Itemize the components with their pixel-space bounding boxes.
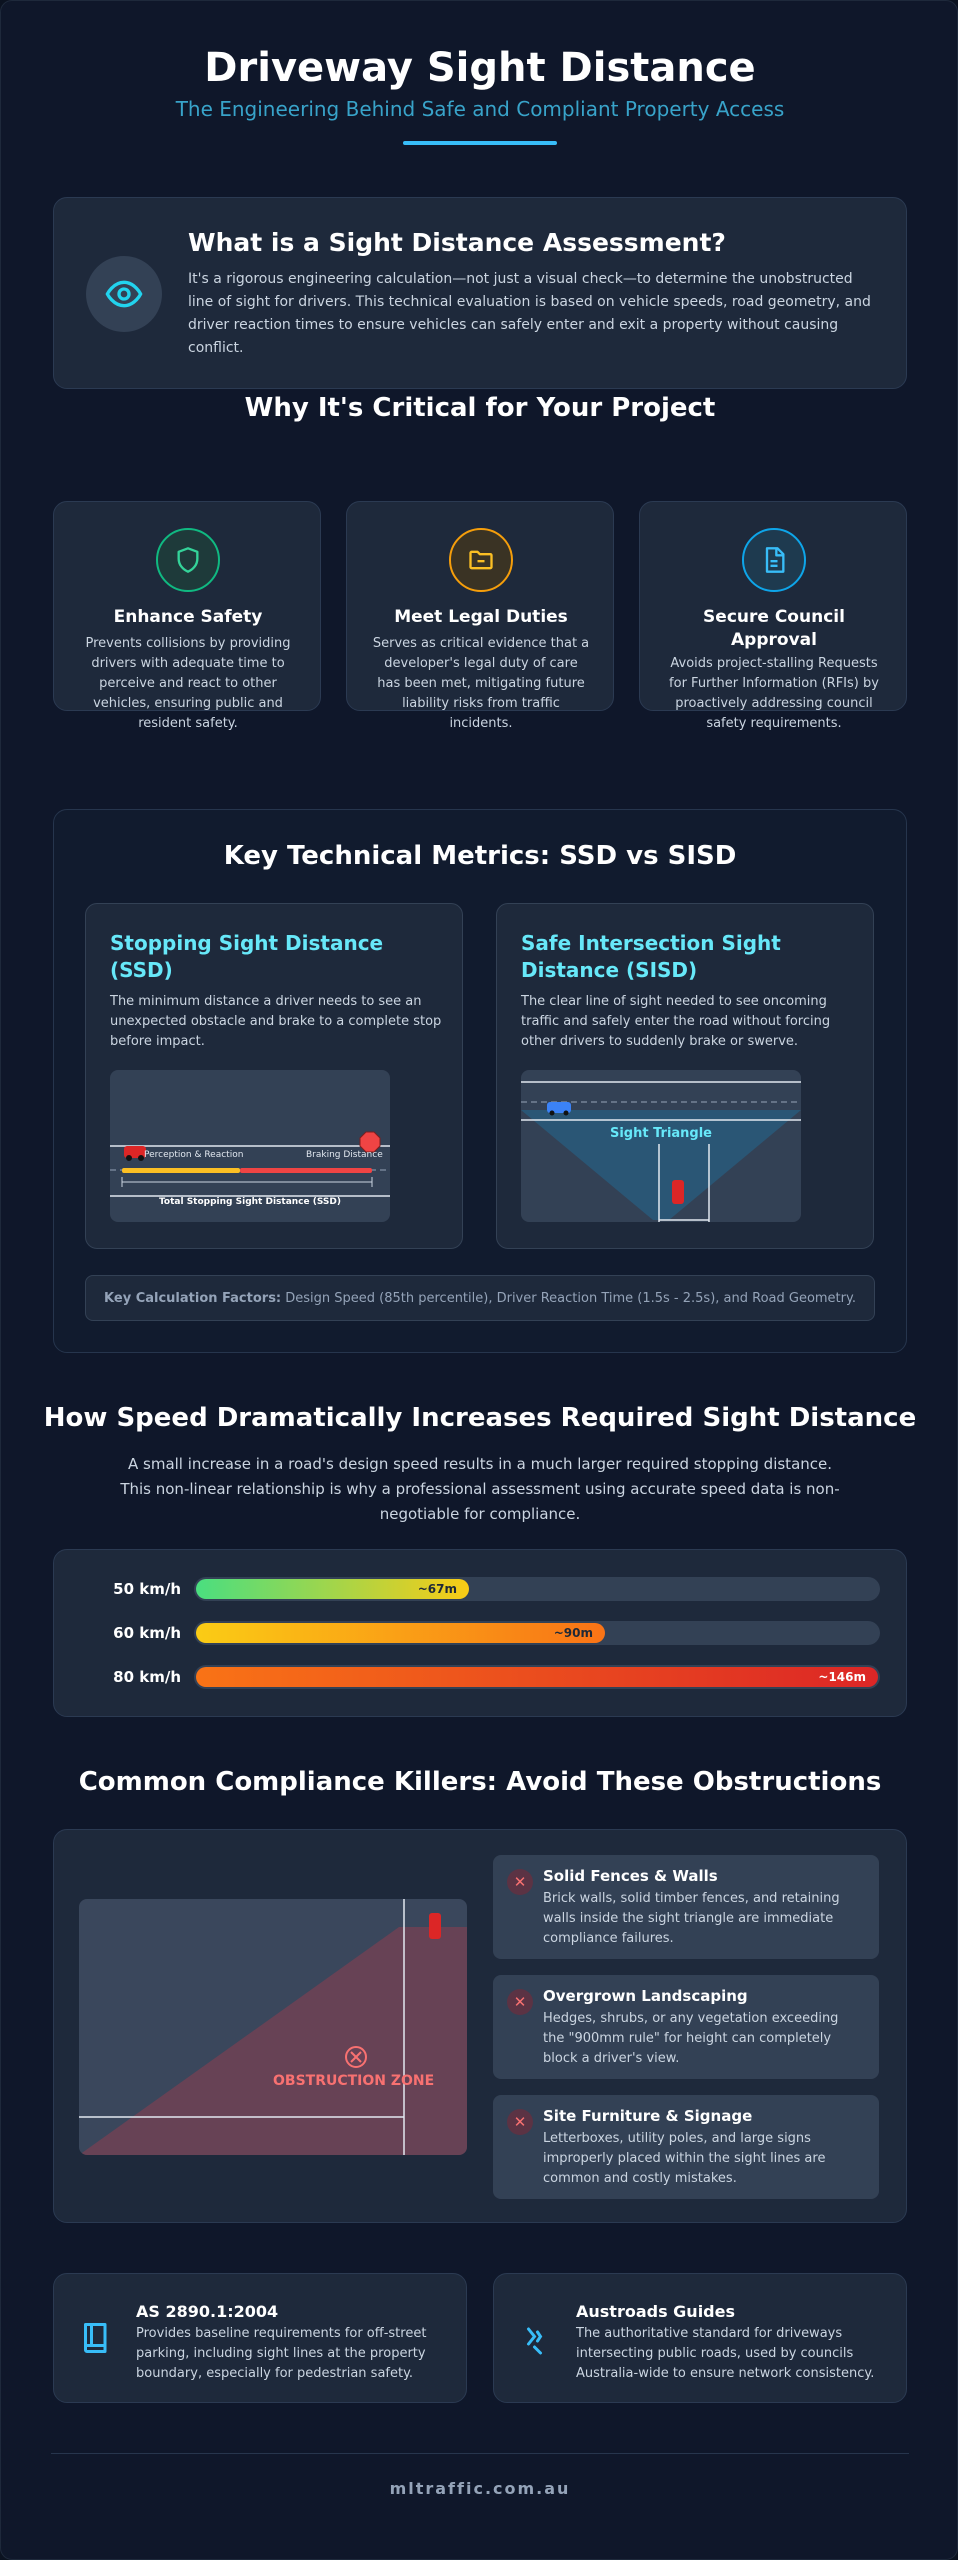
standard-title: Austroads Guides <box>576 2302 736 2321</box>
intro-card: What is a Sight Distance Assessment? It'… <box>53 197 907 389</box>
shield-icon <box>156 528 220 592</box>
obstruction-diagram: OBSTRUCTION ZONE <box>79 1899 467 2155</box>
feature-title: Enhance Safety <box>113 607 263 627</box>
standard-card-as2890: AS 2890.1:2004 Provides baseline require… <box>53 2273 467 2403</box>
obstruction-title: Overgrown Landscaping <box>543 1987 748 2005</box>
folder-minus-icon <box>449 528 513 592</box>
feature-text: Prevents collisions by providing drivers… <box>85 636 291 731</box>
standard-text: The authoritative standard for driveways… <box>576 2326 875 2381</box>
obstruction-item-fences: ✕ Solid Fences & Walls Brick walls, soli… <box>493 1855 879 1959</box>
title-divider <box>403 141 557 145</box>
speed-row-80: 80 km/h ~146m <box>61 1665 881 1689</box>
calculation-factors: Key Calculation Factors: Design Speed (8… <box>85 1275 875 1321</box>
speed-fill: ~146m <box>196 1667 878 1687</box>
feature-card-safety: Enhance Safety Prevents collisions by pr… <box>53 501 321 731</box>
feature-title: Meet Legal Duties <box>394 607 568 627</box>
factors-label: Key Calculation Factors: <box>104 1291 282 1306</box>
obstruction-item-landscaping: ✕ Overgrown Landscaping Hedges, shrubs, … <box>493 1975 879 2079</box>
speed-row-50: 50 km/h ~67m <box>61 1577 881 1601</box>
ssd-total-label: Total Stopping Sight Distance (SSD) <box>158 1197 342 1207</box>
ssd-braking-label: Braking Distance <box>306 1150 383 1160</box>
feature-title: Secure Council Approval <box>703 607 845 650</box>
x-icon: ✕ <box>507 1869 533 1895</box>
footer-url[interactable]: mltraffic.com.au <box>389 2479 571 2498</box>
x-icon: ✕ <box>507 1989 533 2015</box>
standard-text: Provides baseline requirements for off-s… <box>136 2326 427 2381</box>
standard-card-austroads: Austroads Guides The authoritative stand… <box>493 2273 907 2403</box>
eye-icon <box>86 256 162 332</box>
speed-row-60: 60 km/h ~90m <box>61 1621 881 1645</box>
obstruction-title: Site Furniture & Signage <box>543 2107 753 2125</box>
document-icon <box>742 528 806 592</box>
ssd-reaction-label: Perception & Reaction <box>144 1150 244 1160</box>
speed-value: ~146m <box>818 1670 866 1684</box>
speed-label: 80 km/h <box>113 1668 181 1686</box>
speed-label: 50 km/h <box>113 1580 181 1598</box>
road-icon <box>518 2320 554 2356</box>
x-icon: ✕ <box>507 2109 533 2135</box>
why-section-title: Why It's Critical for Your Project <box>244 393 716 423</box>
footer-divider <box>51 2453 909 2454</box>
obstruction-text: Brick walls, solid timber fences, and re… <box>543 1891 840 1946</box>
factors-text: Design Speed (85th percentile), Driver R… <box>281 1291 856 1306</box>
sisd-text: The clear line of sight needed to see on… <box>521 994 831 1049</box>
feature-card-legal: Meet Legal Duties Serves as critical evi… <box>346 501 614 731</box>
obstruction-zone-label: OBSTRUCTION ZONE <box>273 2073 435 2089</box>
sisd-card: Safe Intersection Sight Distance (SISD) … <box>496 903 874 1249</box>
ssd-text: The minimum distance a driver needs to s… <box>110 994 442 1049</box>
page-title: Driveway Sight Distance <box>204 45 756 91</box>
obstruction-item-furniture: ✕ Site Furniture & Signage Letterboxes, … <box>493 2095 879 2199</box>
ssd-title: Stopping Sight Distance (SSD) <box>110 931 384 982</box>
page-subtitle: The Engineering Behind Safe and Complian… <box>175 97 785 121</box>
speed-value: ~67m <box>417 1582 457 1596</box>
ssd-diagram: Perception & Reaction Braking Distance T… <box>110 1070 390 1222</box>
obstructions-title: Common Compliance Killers: Avoid These O… <box>78 1767 882 1797</box>
intro-title: What is a Sight Distance Assessment? <box>188 228 726 257</box>
obstruction-title: Solid Fences & Walls <box>543 1867 718 1885</box>
feature-card-council: Secure Council Approval Avoids project-s… <box>639 501 907 731</box>
metrics-title: Key Technical Metrics: SSD vs SISD <box>223 841 737 871</box>
speed-description: A small increase in a road's design spee… <box>120 1455 840 1523</box>
book-icon <box>78 2320 114 2356</box>
sisd-title: Safe Intersection Sight Distance (SISD) <box>521 931 781 982</box>
intro-text: It's a rigorous engineering calculation—… <box>188 271 871 356</box>
feature-text: Avoids project-stalling Requests for Fur… <box>669 656 879 731</box>
speed-value: ~90m <box>553 1626 593 1640</box>
obstruction-text: Letterboxes, utility poles, and large si… <box>543 2131 826 2186</box>
feature-text: Serves as critical evidence that a devel… <box>372 636 590 731</box>
sisd-diagram: Sight Triangle <box>521 1070 801 1222</box>
obstruction-text: Hedges, shrubs, or any vegetation exceed… <box>543 2011 839 2066</box>
ssd-card: Stopping Sight Distance (SSD) The minimu… <box>85 903 463 1249</box>
speed-fill: ~67m <box>196 1579 469 1599</box>
speed-title: How Speed Dramatically Increases Require… <box>43 1403 917 1433</box>
sight-triangle-label: Sight Triangle <box>609 1126 713 1141</box>
standard-title: AS 2890.1:2004 <box>136 2302 279 2321</box>
speed-label: 60 km/h <box>113 1624 181 1642</box>
speed-fill: ~90m <box>196 1623 605 1643</box>
